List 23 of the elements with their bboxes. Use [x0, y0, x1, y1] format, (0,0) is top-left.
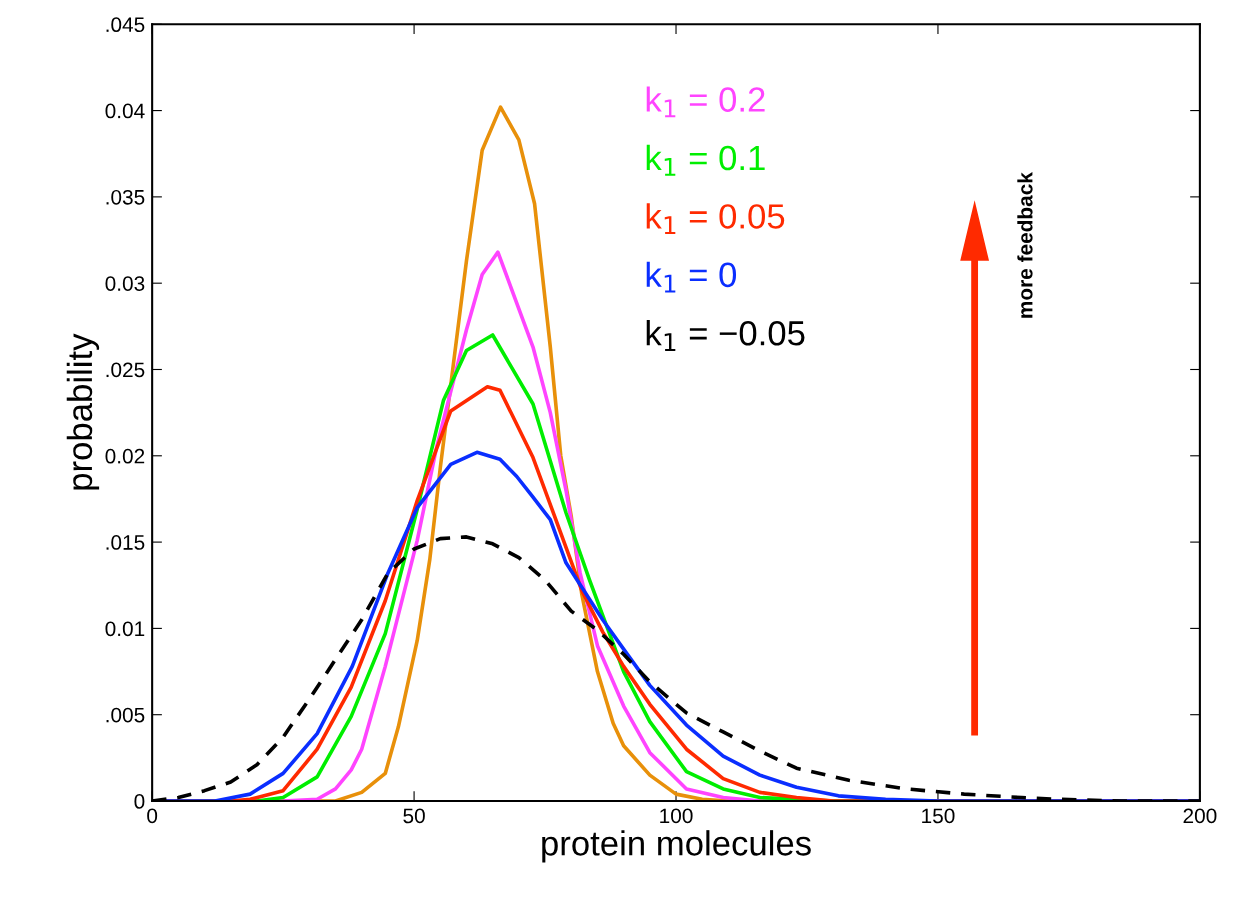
text: k$_{1}$ = 0.1: [646, 144, 765, 176]
x-tick-label: 50: [403, 808, 425, 824]
text: k$_{1}$ = −0.05: [646, 320, 805, 351]
y-tick-label: 0: [134, 794, 145, 809]
annotation: more feedback: [1017, 172, 1033, 318]
text: k$_{1}$ = 0.2: [646, 86, 765, 118]
x-tick-label: 150: [922, 808, 955, 824]
text: k$_{1}$ = 0: [646, 261, 737, 293]
y-tick-label: .035: [106, 189, 145, 205]
text: k$_{1}$ = 0.05: [646, 203, 785, 235]
y-tick-label: 0.04: [105, 103, 145, 119]
x-tick-label: 100: [660, 808, 693, 824]
y-tick-label: .025: [106, 362, 145, 378]
y-tick-label: .045: [106, 17, 145, 33]
y-axis-title: probability: [66, 333, 100, 490]
y-tick-label: 0.01: [105, 621, 145, 637]
x-axis-title: protein molecules: [542, 830, 811, 863]
y-tick-label: 0.02: [105, 448, 145, 464]
x-tick-label: 0: [147, 808, 158, 824]
y-tick-label: 0.03: [105, 276, 145, 291]
x-tick-label: 200: [1183, 808, 1217, 824]
y-tick-label: .005: [106, 707, 145, 723]
y-tick-label: .015: [106, 535, 145, 550]
